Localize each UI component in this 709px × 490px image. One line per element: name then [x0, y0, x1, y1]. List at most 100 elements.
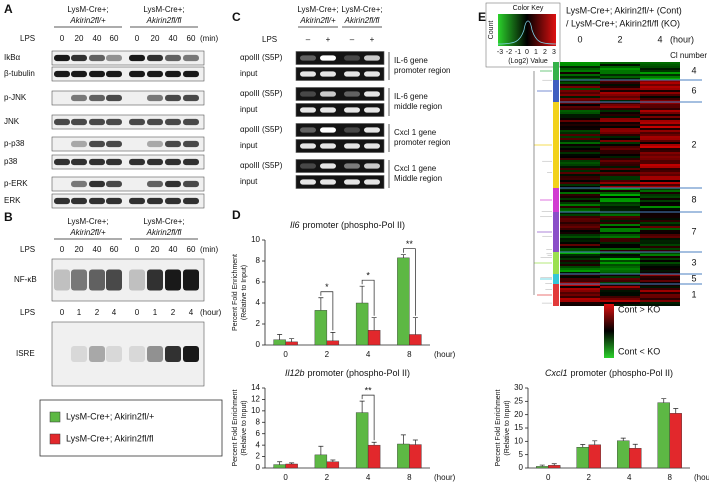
region-label: Cxcl 1 gene [394, 164, 437, 173]
blot-band [320, 163, 336, 169]
heatmap-cell [640, 184, 680, 186]
x-tick-label: 4 [366, 473, 371, 482]
heatmap-cell [600, 212, 640, 214]
blot-band [71, 118, 87, 126]
heatmap-cell [560, 136, 600, 138]
heatmap-cell [640, 268, 680, 270]
blot-band [89, 269, 105, 291]
blot-label: p-JNK [4, 93, 27, 102]
color-key-xlabel: (Log2) Value [508, 58, 548, 65]
heatmap-cell [560, 92, 600, 94]
heatmap-cell [640, 72, 680, 74]
heatmap-cell [640, 180, 680, 182]
heatmap-cell [640, 226, 680, 228]
heatmap-cell [640, 202, 680, 204]
heatmap-cell [560, 196, 600, 198]
heatmap-cell [560, 194, 600, 196]
heatmap-cell [640, 118, 680, 120]
blot-band [300, 55, 316, 61]
error-bar [580, 444, 586, 448]
heatmap-cell [560, 112, 600, 114]
diff-legend: Cont > KO [618, 304, 660, 314]
heatmap-cell [600, 228, 640, 230]
heatmap-cell [600, 222, 640, 224]
color-key-title: Color Key [513, 5, 544, 12]
blot-band [165, 118, 181, 126]
y-tick-label: 15 [514, 423, 523, 432]
heatmap-cell [600, 102, 640, 104]
blot [295, 123, 385, 137]
y-tick-label: 10 [251, 406, 260, 415]
heatmap-cell [640, 252, 680, 254]
heatmap-cell [600, 178, 640, 180]
heatmap-cell [640, 158, 680, 160]
heatmap-cell [640, 196, 680, 198]
blot [295, 159, 385, 173]
heatmap-cell [560, 278, 600, 280]
heatmap-cell [640, 192, 680, 194]
heatmap-cell [600, 122, 640, 124]
error-bar [632, 443, 638, 449]
bar [273, 339, 286, 346]
heatmap-cell [640, 104, 680, 106]
significance-label: ** [365, 386, 373, 396]
time-label: 60 [110, 245, 119, 254]
blot-band [89, 70, 105, 78]
heatmap-cell [640, 172, 680, 174]
blot [295, 103, 385, 117]
heatmap-cell [640, 162, 680, 164]
heatmap-cell [600, 304, 640, 306]
time-label: 20 [151, 34, 160, 43]
heatmap-cell [600, 272, 640, 274]
heatmap-cell [560, 290, 600, 292]
heatmap-cell [600, 282, 640, 284]
time-label: 0 [60, 34, 65, 43]
row-label: αpolII (S5P) [240, 161, 283, 170]
heatmap-cell [640, 234, 680, 236]
heatmap-cell [560, 64, 600, 66]
blot-band [183, 54, 199, 62]
heatmap-cell [640, 302, 680, 304]
heatmap-cell [600, 240, 640, 242]
blot [295, 175, 385, 189]
heatmap-cell [560, 166, 600, 168]
heatmap-cell [600, 164, 640, 166]
heatmap-cell [640, 76, 680, 78]
heatmap-cell [560, 90, 600, 92]
heatmap-cell [600, 170, 640, 172]
blot-band [147, 140, 163, 148]
heatmap-cell [640, 210, 680, 212]
heatmap-cell [560, 192, 600, 194]
blot-band [320, 91, 336, 97]
blot-band [344, 71, 360, 77]
error-bar [412, 439, 418, 445]
x-tick-label: 8 [668, 473, 673, 482]
error-bar [551, 463, 557, 466]
blot-label: ISRE [16, 349, 35, 358]
heatmap-cell [640, 112, 680, 114]
panel-label: B [4, 210, 13, 224]
heatmap-cell [560, 252, 600, 254]
significance-label: * [366, 271, 370, 281]
heatmap-cell [640, 264, 680, 266]
heatmap-cell [560, 206, 600, 208]
heatmap-cell [560, 84, 600, 86]
panel-label: D [232, 208, 241, 222]
heatmap-cell [560, 96, 600, 98]
blot-band [183, 70, 199, 78]
heatmap-cell [600, 220, 640, 222]
heatmap-cell [560, 138, 600, 140]
cluster-bar [553, 284, 559, 306]
blot-band [147, 180, 163, 188]
heatmap-cell [560, 144, 600, 146]
time-label: 0 [135, 308, 140, 317]
cluster-label: 5 [691, 273, 696, 283]
heatmap-cell [640, 222, 680, 224]
blot-band [300, 163, 316, 169]
blot-band [183, 158, 199, 166]
legend-box [39, 399, 223, 457]
heatmap-cell [600, 166, 640, 168]
blot-band [165, 54, 181, 62]
heatmap-cell [560, 76, 600, 78]
region-label: middle region [394, 102, 442, 111]
